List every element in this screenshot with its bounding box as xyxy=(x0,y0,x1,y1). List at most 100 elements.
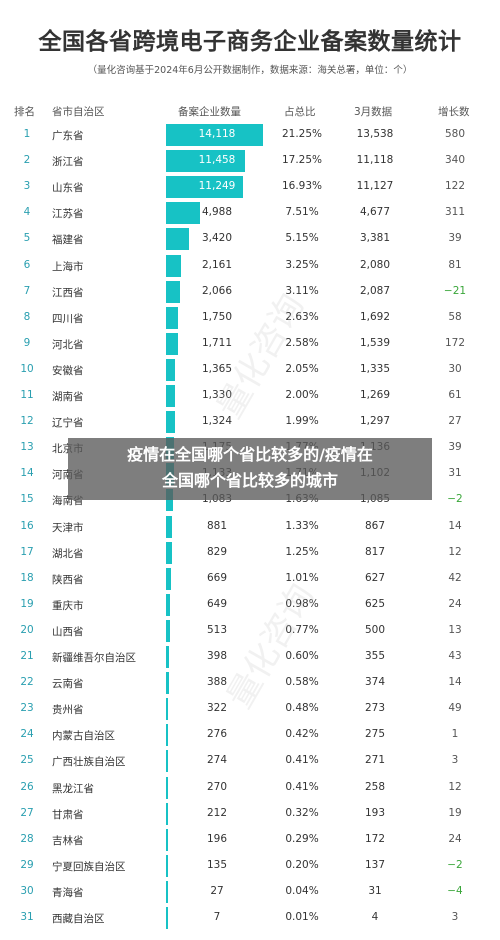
header-growth: 增长数 xyxy=(438,106,470,118)
growth-cell: 1 xyxy=(451,728,459,741)
count-bar xyxy=(166,593,171,616)
growth-cell: 24 xyxy=(448,832,462,845)
count-cell: 11,458 xyxy=(198,154,236,167)
growth-cell: 580 xyxy=(444,128,466,140)
caption-line-2: 全国哪个省比较多的城市 xyxy=(161,471,338,490)
count-cell: 11,249 xyxy=(198,180,236,193)
table-row: 27 甘肃省 212 0.32% 193 19 xyxy=(0,801,500,827)
count-bar xyxy=(166,150,245,173)
growth-cell: 42 xyxy=(448,571,462,584)
march-cell: 1,335 xyxy=(359,362,391,375)
province-cell: 甘肃省 xyxy=(52,808,84,821)
table-row: 19 重庆市 649 0.98% 625 24 xyxy=(0,592,500,618)
rank-cell: 4 xyxy=(23,206,31,219)
rank-cell: 10 xyxy=(20,362,34,375)
count-cell: 1,330 xyxy=(201,389,233,401)
rank-cell: 2 xyxy=(23,154,31,167)
rank-cell: 3 xyxy=(23,180,31,193)
province-cell: 湖南省 xyxy=(52,391,84,403)
province-cell: 山东省 xyxy=(52,182,84,195)
count-cell: 7 xyxy=(213,911,221,923)
table-row: 28 吉林省 196 0.29% 172 24 xyxy=(0,827,500,853)
share-cell: 0.77% xyxy=(285,623,319,636)
count-bar xyxy=(166,411,176,434)
count-cell: 14,118 xyxy=(198,128,236,140)
count-bar xyxy=(166,907,168,929)
table-row: 24 内蒙古自治区 276 0.42% 275 1 xyxy=(0,722,500,748)
table-row: 26 黑龙江省 270 0.41% 258 12 xyxy=(0,775,500,801)
march-cell: 1,692 xyxy=(359,310,391,323)
rank-cell: 8 xyxy=(23,310,31,323)
table-row: 11 湖南省 1,330 2.00% 1,269 61 xyxy=(0,383,500,409)
share-cell: 0.41% xyxy=(285,780,319,793)
count-cell: 649 xyxy=(206,597,228,610)
count-bar xyxy=(166,619,170,642)
province-cell: 陕西省 xyxy=(52,573,84,586)
share-cell: 1.25% xyxy=(285,545,319,558)
table-row: 18 陕西省 669 1.01% 627 42 xyxy=(0,566,500,592)
growth-cell: 49 xyxy=(448,702,462,715)
rank-cell: 19 xyxy=(20,597,34,610)
count-bar xyxy=(166,176,244,199)
growth-cell: 19 xyxy=(448,806,462,819)
march-cell: 817 xyxy=(364,545,386,558)
table-row: 25 广西壮族自治区 274 0.41% 271 3 xyxy=(0,748,500,774)
rank-cell: 12 xyxy=(20,415,34,428)
rank-cell: 29 xyxy=(20,858,34,871)
march-cell: 275 xyxy=(364,728,386,741)
rank-cell: 16 xyxy=(20,519,34,532)
province-cell: 贵州省 xyxy=(52,704,84,717)
count-cell: 1,324 xyxy=(201,415,233,428)
share-cell: 0.29% xyxy=(285,832,319,845)
rank-cell: 15 xyxy=(20,493,34,506)
count-bar xyxy=(166,332,178,355)
share-cell: 0.48% xyxy=(285,702,319,715)
growth-cell: 12 xyxy=(448,780,462,793)
march-cell: 2,080 xyxy=(359,258,391,271)
share-cell: 5.15% xyxy=(285,232,319,245)
count-bar xyxy=(166,880,168,903)
count-cell: 276 xyxy=(206,728,228,741)
march-cell: 271 xyxy=(364,754,386,767)
count-bar xyxy=(166,776,168,799)
growth-cell: 31 xyxy=(448,467,462,480)
count-cell: 135 xyxy=(206,858,228,871)
count-bar xyxy=(166,802,168,825)
table-row: 2 浙江省 11,458 17.25% 11,118 340 xyxy=(0,148,500,174)
province-cell: 山西省 xyxy=(52,625,84,638)
share-cell: 1.99% xyxy=(285,415,319,428)
growth-cell: 311 xyxy=(444,206,466,219)
table-row: 17 湖北省 829 1.25% 817 12 xyxy=(0,540,500,566)
province-cell: 黑龙江省 xyxy=(52,782,94,795)
count-cell: 274 xyxy=(206,754,228,767)
share-cell: 0.60% xyxy=(285,650,319,662)
rank-cell: 24 xyxy=(20,728,34,741)
table-row: 12 辽宁省 1,324 1.99% 1,297 27 xyxy=(0,409,500,435)
province-cell: 安徽省 xyxy=(52,364,84,377)
growth-cell: 61 xyxy=(448,389,462,401)
caption-overlay xyxy=(68,438,432,500)
count-cell: 1,750 xyxy=(201,310,233,323)
table-row: 3 山东省 11,249 16.93% 11,127 122 xyxy=(0,174,500,200)
province-cell: 广东省 xyxy=(52,130,84,142)
growth-cell: 14 xyxy=(448,676,462,689)
march-cell: 500 xyxy=(364,623,386,636)
count-cell: 881 xyxy=(206,519,228,532)
growth-cell: 58 xyxy=(448,310,462,323)
province-cell: 重庆市 xyxy=(52,599,84,612)
growth-cell: 24 xyxy=(448,597,462,610)
table-row: 30 青海省 27 0.04% 31 −4 xyxy=(0,879,500,905)
header-province: 省市自治区 xyxy=(52,106,105,118)
march-cell: 273 xyxy=(364,702,386,715)
count-cell: 2,161 xyxy=(201,258,233,271)
count-bar xyxy=(166,646,169,668)
march-cell: 31 xyxy=(368,884,382,897)
province-cell: 云南省 xyxy=(52,678,84,691)
count-cell: 322 xyxy=(206,702,228,715)
rank-cell: 7 xyxy=(23,284,31,297)
share-cell: 1.01% xyxy=(285,571,319,584)
growth-cell: 43 xyxy=(448,650,462,662)
rank-cell: 26 xyxy=(20,780,34,793)
table-row: 7 江西省 2,066 3.11% 2,087 −21 xyxy=(0,279,500,305)
chart-title: 全国各省跨境电子商务企业备案数量统计 xyxy=(38,29,462,55)
